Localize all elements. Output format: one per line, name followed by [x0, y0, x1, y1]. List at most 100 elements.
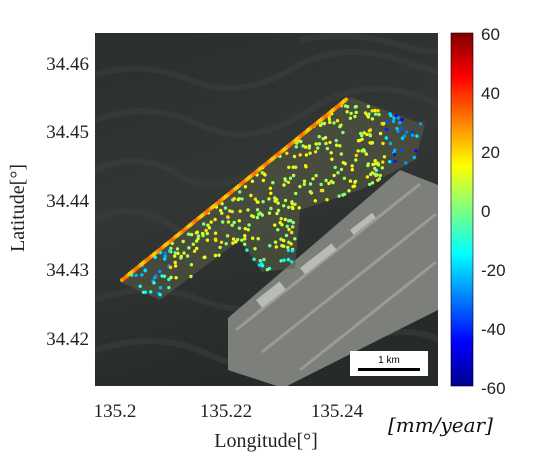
deformation-point [317, 134, 321, 139]
deformation-point [282, 258, 286, 262]
deformation-point [141, 290, 146, 294]
y-tick-label: 34.42 [46, 329, 89, 350]
deformation-point [138, 284, 142, 288]
deformation-point [354, 158, 358, 162]
deformation-point [218, 245, 222, 250]
deformation-point [338, 125, 342, 129]
deformation-point [283, 198, 288, 203]
deformation-point [237, 226, 242, 230]
deformation-point [258, 259, 262, 263]
colorbar-tick-label: -20 [481, 261, 506, 280]
deformation-point [371, 162, 375, 167]
deformation-point [365, 132, 369, 137]
deformation-point [327, 117, 332, 122]
deformation-point [302, 182, 306, 186]
deformation-point [384, 136, 388, 140]
deformation-point [367, 129, 372, 133]
deformation-point [313, 199, 317, 203]
deformation-point [348, 179, 353, 183]
deformation-point [173, 251, 177, 255]
deformation-point [314, 173, 318, 178]
deformation-point [273, 223, 277, 227]
deformation-point [374, 162, 378, 166]
deformation-point [373, 159, 377, 163]
deformation-point [195, 246, 199, 251]
deformation-point [268, 186, 273, 190]
deformation-point [385, 119, 389, 124]
deformation-point [319, 182, 323, 187]
deformation-point [335, 119, 340, 123]
deformation-point [276, 208, 281, 213]
deformation-point [303, 145, 308, 149]
deformation-point [286, 180, 291, 184]
scale-bar-line [358, 368, 420, 371]
deformation-point [255, 208, 260, 212]
deformation-point [398, 121, 402, 125]
deformation-point [396, 116, 400, 120]
deformation-point [249, 193, 253, 198]
deformation-point [354, 110, 358, 115]
deformation-point [329, 151, 333, 155]
deformation-point [400, 117, 404, 122]
deformation-point [275, 211, 279, 216]
deformation-point [213, 217, 217, 222]
deformation-point [410, 130, 415, 134]
deformation-point [388, 160, 392, 164]
deformation-point [381, 160, 385, 164]
deformation-point [221, 220, 225, 224]
deformation-point [283, 179, 288, 183]
deformation-point [392, 152, 397, 156]
deformation-point [283, 217, 287, 222]
deformation-point [189, 263, 194, 267]
deformation-point [263, 173, 267, 177]
deformation-point [225, 234, 230, 238]
deformation-point [186, 232, 191, 236]
deformation-point [341, 160, 345, 165]
deformation-point [279, 217, 283, 221]
deformation-point [267, 197, 271, 201]
deformation-point [140, 273, 144, 277]
deformation-point [218, 208, 223, 213]
deformation-point [289, 260, 294, 264]
deformation-point [175, 247, 180, 251]
deformation-point [261, 200, 265, 204]
deformation-point [173, 264, 178, 268]
deformation-point [324, 141, 328, 146]
deformation-point [366, 162, 370, 166]
deformation-point [163, 257, 167, 261]
deformation-point [370, 141, 375, 145]
deformation-point [287, 227, 291, 232]
deformation-point [252, 257, 256, 261]
deformation-point [286, 248, 291, 253]
deformation-point [388, 112, 392, 116]
deformation-point [217, 253, 221, 257]
colorbar-tick-label: -60 [481, 379, 506, 398]
deformation-point [376, 109, 380, 113]
deformation-point [353, 105, 357, 109]
deformation-point [385, 127, 389, 132]
deformation-point [325, 146, 330, 151]
deformation-point [330, 157, 334, 161]
deformation-point [349, 111, 353, 116]
deformation-point [224, 242, 228, 246]
deformation-point [253, 247, 257, 251]
deformation-point [294, 165, 298, 169]
deformation-point [201, 231, 205, 236]
deformation-point [412, 155, 416, 160]
deformation-point [334, 143, 339, 147]
deformation-point [286, 245, 290, 249]
deformation-point [368, 133, 372, 137]
deformation-point [348, 116, 353, 120]
deformation-point [327, 181, 331, 186]
deformation-point [370, 181, 375, 185]
deformation-point [290, 249, 295, 253]
colorbar-unit: [mm/year] [388, 413, 493, 437]
deformation-point [376, 163, 381, 167]
deformation-point [282, 238, 286, 243]
deformation-point [251, 215, 256, 219]
deformation-point [291, 225, 295, 229]
deformation-point [364, 152, 368, 156]
deformation-point [336, 171, 340, 175]
deformation-point [260, 264, 265, 268]
deformation-point [265, 267, 270, 272]
